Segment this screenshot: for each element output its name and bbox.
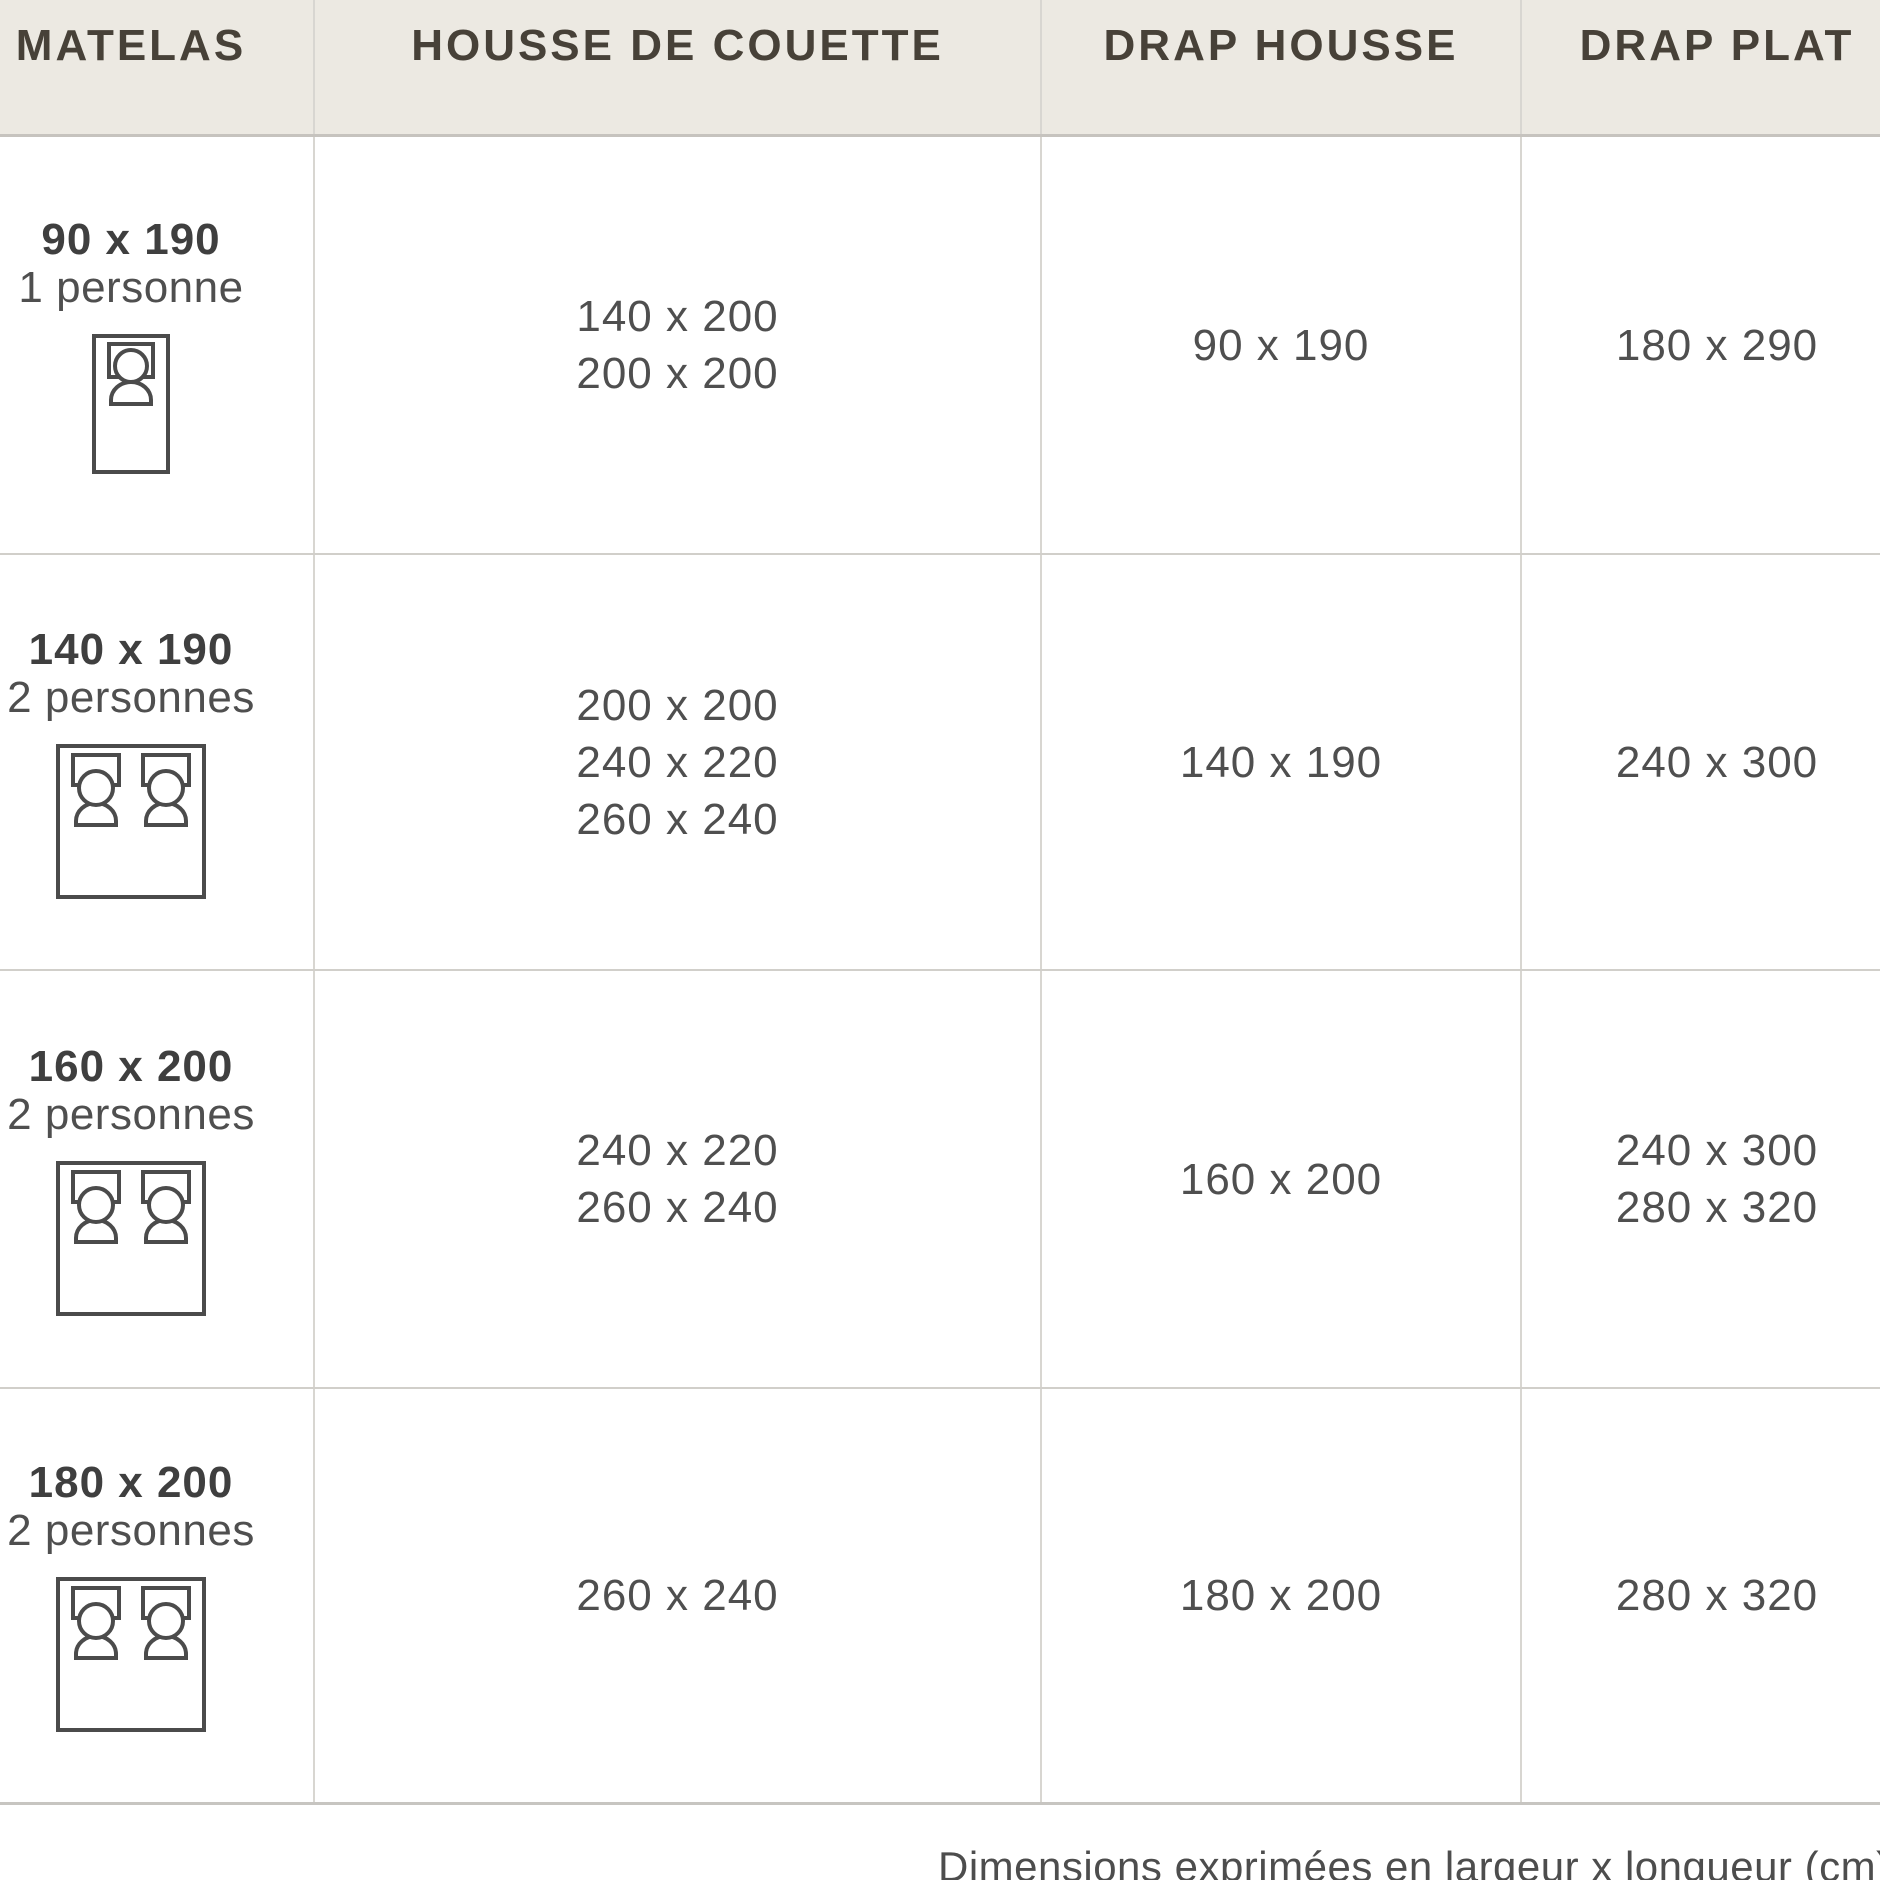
duvet-cover-sizes: 240 x 220 260 x 240: [315, 971, 1042, 1387]
flat-sheet-sizes: 280 x 320: [1615, 1571, 1819, 1620]
duvet-cover-sizes: 140 x 200 200 x 200: [315, 137, 1042, 553]
table-row-180x200: 180 x 200 2 personnes 260 x 240 180 x 20…: [0, 1389, 1880, 1805]
table-row-140x190: 140 x 190 2 personnes 200 x 200 240 x 22…: [0, 555, 1880, 971]
duvet-cover-sizes: 200 x 200 240 x 220 260 x 240: [315, 555, 1042, 969]
mattress-size-label: 140 x 190: [28, 624, 234, 674]
column-header-matelas: MATELAS: [0, 0, 315, 134]
table-row-90x190: 90 x 190 1 personne 140 x 200 200 x 200 …: [0, 137, 1880, 555]
persons-label: 2 personnes: [7, 672, 255, 722]
mattress-cell: 140 x 190 2 personnes: [0, 555, 315, 969]
fitted-sheet-sizes: 160 x 200: [1042, 971, 1522, 1387]
single-bed-icon: [92, 334, 170, 474]
dimensions-note: Dimensions exprimées en largeur x longue…: [938, 1843, 1880, 1880]
mattress-cell: 180 x 200 2 personnes: [0, 1389, 315, 1802]
mattress-cell: 90 x 190 1 personne: [0, 137, 315, 553]
persons-label: 2 personnes: [7, 1089, 255, 1139]
flat-sheet-sizes: 180 x 290: [1615, 320, 1819, 370]
double-bed-icon: [56, 1160, 206, 1316]
double-bed-icon: [56, 1577, 206, 1732]
column-header-drap-housse: DRAP HOUSSE: [1042, 0, 1522, 134]
mattress-cell: 160 x 200 2 personnes: [0, 971, 315, 1387]
double-bed-icon: [56, 743, 206, 899]
table-header-row: MATELAS HOUSSE DE COUETTE DRAP HOUSSE DR…: [0, 0, 1880, 137]
size-guide-table: MATELAS HOUSSE DE COUETTE DRAP HOUSSE DR…: [0, 0, 1880, 1805]
column-header-drap-plat: DRAP PLAT: [1579, 21, 1855, 70]
fitted-sheet-sizes: 180 x 200: [1042, 1389, 1522, 1802]
mattress-size-label: 90 x 190: [41, 215, 221, 264]
flat-sheet-sizes: 240 x 300: [1615, 737, 1819, 787]
flat-sheet-sizes: 240 x 300 280 x 320: [1615, 1126, 1819, 1232]
duvet-cover-sizes: 260 x 240: [315, 1389, 1042, 1802]
fitted-sheet-sizes: 90 x 190: [1042, 137, 1522, 553]
column-header-housse-de-couette: HOUSSE DE COUETTE: [315, 0, 1042, 134]
persons-label: 1 personne: [18, 263, 244, 312]
mattress-size-label: 180 x 200: [28, 1458, 234, 1507]
persons-label: 2 personnes: [7, 1506, 255, 1555]
table-row-160x200: 160 x 200 2 personnes 240 x 220 260 x 24…: [0, 971, 1880, 1389]
fitted-sheet-sizes: 140 x 190: [1042, 555, 1522, 969]
mattress-size-label: 160 x 200: [28, 1041, 234, 1091]
